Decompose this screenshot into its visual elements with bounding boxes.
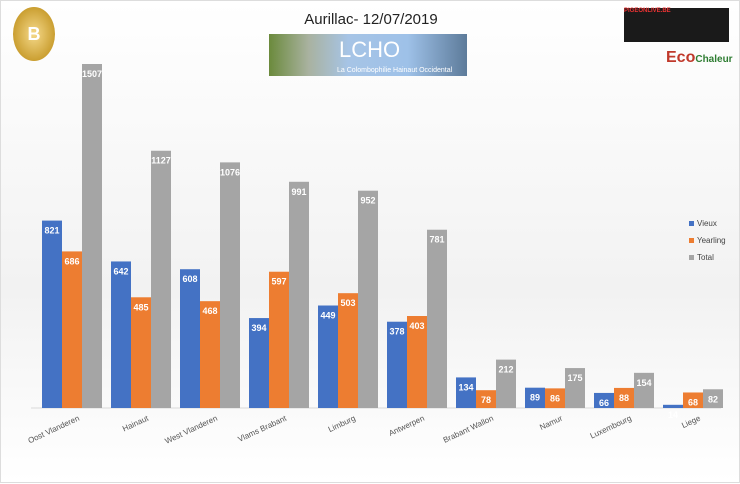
data-label: 1076	[220, 167, 240, 177]
data-label: 1127	[151, 156, 171, 166]
bar-total	[151, 150, 171, 408]
banner-title: LCHO	[339, 37, 401, 62]
bar-vieux	[594, 392, 614, 408]
bar-vieux	[42, 220, 62, 408]
bar-total	[82, 64, 102, 408]
legend-swatch	[689, 221, 694, 226]
bar-total	[427, 229, 447, 408]
bar-vieux	[387, 321, 407, 408]
bar-yearling	[545, 388, 565, 408]
data-label: 608	[182, 274, 197, 284]
chaleur-text: Chaleur	[695, 54, 733, 65]
data-label: 68	[688, 397, 698, 407]
data-label: 66	[599, 398, 609, 408]
eco-logo: EcoChaleur	[666, 49, 733, 67]
bar-total	[634, 372, 654, 408]
data-label: 686	[64, 256, 79, 266]
bar-vieux	[249, 318, 269, 408]
category-tick-label: Brabant Wallon	[442, 414, 495, 445]
data-label: 394	[251, 323, 266, 333]
bar-yearling	[614, 387, 634, 408]
bar-vieux	[180, 269, 200, 408]
legend-label: Total	[697, 253, 714, 262]
bar-vieux	[456, 377, 476, 408]
category-tick-label: Luxembourg	[589, 414, 633, 441]
category-tick-label: Hainaut	[121, 413, 150, 433]
bar-yearling	[269, 271, 289, 408]
category-tick-label: Oost Vlanderen	[27, 414, 81, 446]
bar-yearling	[407, 316, 427, 408]
data-label: 597	[271, 277, 286, 287]
bar-total	[220, 162, 240, 408]
data-label: 503	[340, 298, 355, 308]
category-tick-label: Limburg	[327, 414, 357, 434]
data-label: 14	[668, 410, 678, 420]
chart-title: Aurillac- 12/07/2019	[304, 11, 438, 28]
legend-swatch	[689, 255, 694, 260]
sponsor-text: PIGEONLIVE.BE	[624, 8, 671, 14]
bar-total	[565, 368, 585, 408]
data-label: 821	[44, 226, 59, 236]
bar-yearling	[62, 251, 82, 408]
category-tick-label: Namur	[538, 414, 564, 432]
lcho-banner: LCHO La Colombophilie Hainaut Occidental	[269, 34, 467, 76]
category-tick-label: Antwerpen	[387, 414, 425, 438]
bar-yearling	[131, 297, 151, 408]
data-label: 642	[113, 266, 128, 276]
bar-yearling	[683, 392, 703, 408]
legend-label: Vieux	[697, 219, 717, 228]
sponsor-banner: PIGEONLIVE.BE	[624, 8, 729, 42]
bar-total	[358, 190, 378, 408]
data-label: 154	[636, 378, 651, 388]
data-label: 212	[498, 365, 513, 375]
bar-vieux	[318, 305, 338, 408]
category-tick-label: Vlams Brabant	[236, 413, 288, 444]
bar-total	[496, 359, 516, 408]
bar-vieux	[663, 404, 683, 408]
data-label: 449	[320, 311, 335, 321]
data-label: 485	[133, 302, 148, 312]
bar-vieux	[111, 261, 131, 408]
federation-logo: B	[13, 7, 55, 61]
data-label: 952	[360, 196, 375, 206]
bar-yearling	[338, 293, 358, 408]
data-label: 1507	[82, 69, 102, 79]
bar-vieux	[525, 387, 545, 408]
legend-swatch	[689, 238, 694, 243]
data-label: 78	[481, 395, 491, 405]
bar-yearling	[476, 390, 496, 408]
legend-label: Yearling	[697, 236, 726, 245]
data-label: 991	[291, 187, 306, 197]
bar-yearling	[200, 301, 220, 408]
data-label: 134	[458, 382, 473, 392]
bar-total	[703, 389, 723, 408]
data-label: 89	[530, 393, 540, 403]
data-label: 82	[708, 394, 718, 404]
category-tick-label: Liege	[680, 413, 702, 430]
data-label: 468	[202, 306, 217, 316]
data-label: 175	[567, 373, 582, 383]
category-tick-label: West Vlanderen	[164, 414, 219, 446]
data-label: 781	[429, 235, 444, 245]
data-label: 86	[550, 393, 560, 403]
data-label: 88	[619, 393, 629, 403]
eco-text: Eco	[666, 49, 696, 66]
bar-total	[289, 181, 309, 408]
banner-subtitle: La Colombophilie Hainaut Occidental	[337, 67, 453, 74]
data-label: 378	[389, 327, 404, 337]
data-label: 403	[409, 321, 424, 331]
